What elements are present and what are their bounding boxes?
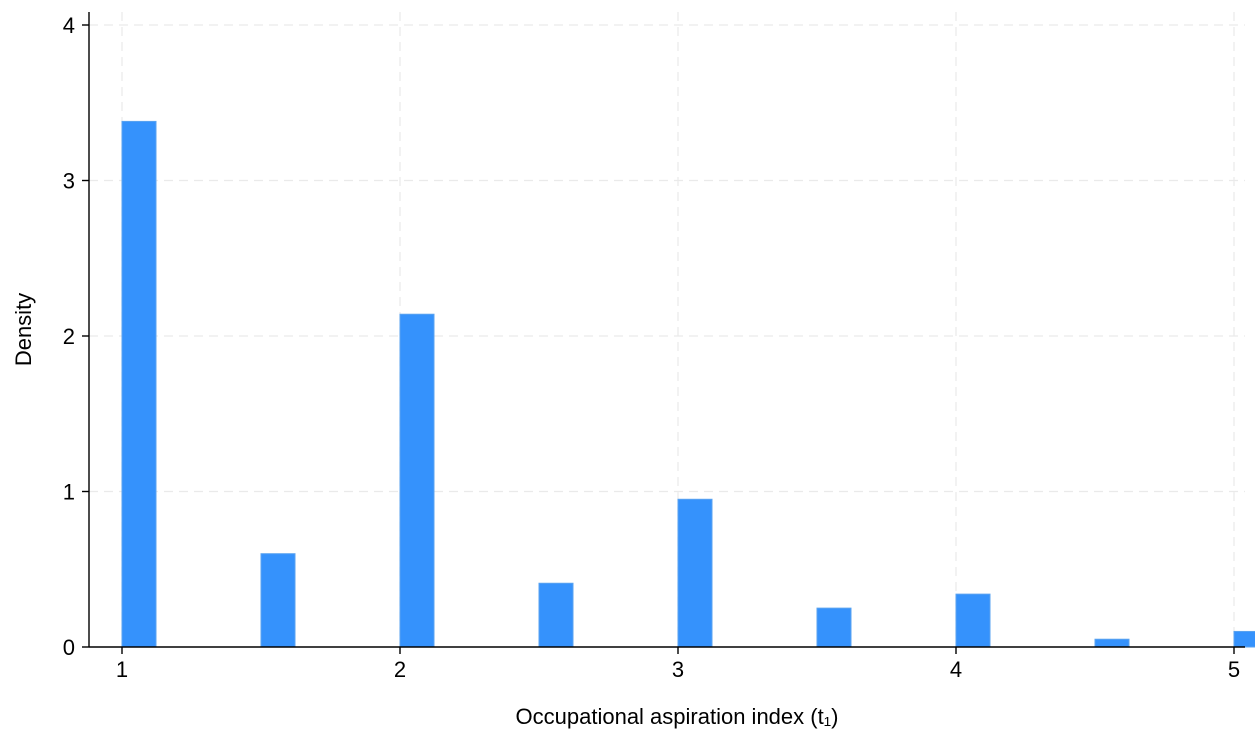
x-tick-label-4: 4 (950, 657, 962, 682)
bar-2.5 (538, 582, 574, 648)
y-tick-label-3: 3 (63, 169, 75, 194)
x-tick-label-3: 3 (672, 657, 684, 682)
y-tick-label-4: 4 (63, 13, 75, 38)
bar-2 (399, 313, 435, 648)
bar-3 (677, 498, 713, 648)
bar-4.5 (1094, 638, 1130, 648)
y-tick-label-2: 2 (63, 324, 75, 349)
y-tick-label-0: 0 (63, 635, 75, 660)
bar-1.5 (260, 553, 296, 648)
bars-group (121, 120, 1255, 648)
axes (88, 12, 1245, 648)
grid-lines (89, 12, 1245, 647)
x-axis-ticks: 1 2 3 4 5 (116, 647, 1240, 682)
x-axis-title: Occupational aspiration index (t₁) (516, 704, 839, 729)
bar-4 (955, 593, 991, 648)
x-tick-label-1: 1 (116, 657, 128, 682)
y-tick-label-1: 1 (63, 480, 75, 505)
x-tick-label-2: 2 (394, 657, 406, 682)
x-tick-label-5: 5 (1228, 657, 1240, 682)
bar-5 (1233, 630, 1255, 648)
y-axis-ticks: 0 1 2 3 4 (63, 13, 89, 660)
y-axis-title: Density (11, 293, 36, 366)
bar-3.5 (816, 607, 852, 648)
bar-1 (121, 120, 157, 648)
